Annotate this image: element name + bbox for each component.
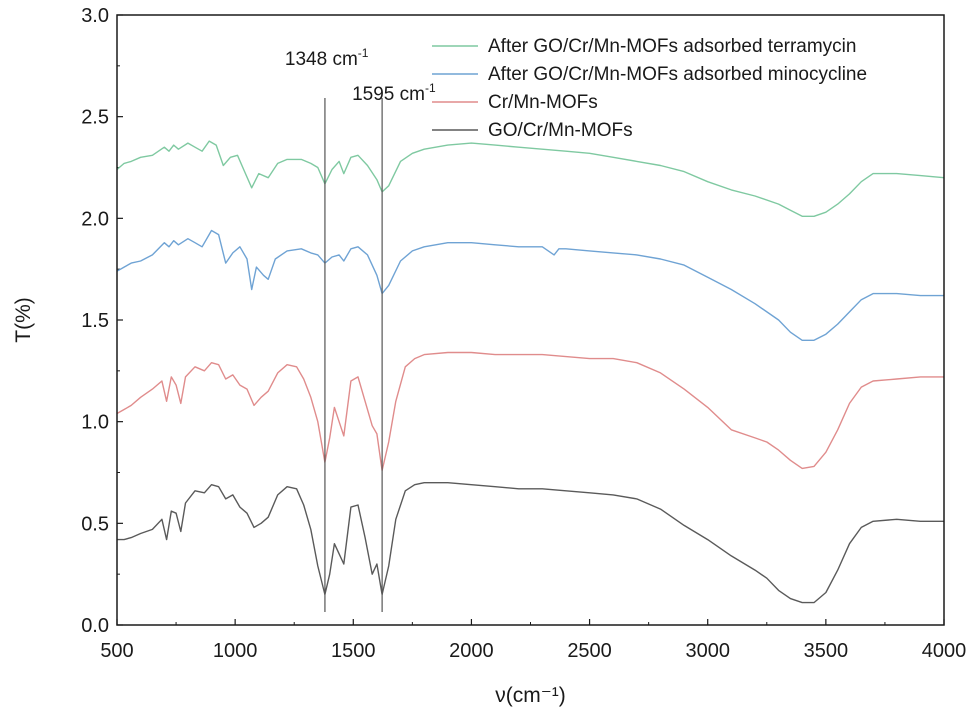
x-tick-label: 3500 [804, 640, 849, 662]
plot-frame [116, 14, 945, 626]
series-line-2 [116, 229, 944, 341]
legend-label: After GO/Cr/Mn-MOFs adsorbed terramycin [488, 36, 856, 57]
legend-label: After GO/Cr/Mn-MOFs adsorbed minocycline [488, 64, 867, 85]
legend-label: Cr/Mn-MOFs [488, 92, 598, 113]
x-tick-label: 1500 [331, 640, 376, 662]
x-tick-label: 3000 [685, 640, 730, 662]
peak-label-sup: -1 [425, 81, 436, 95]
series-line-1 [116, 140, 945, 217]
x-axis-title: ν(cm⁻¹) [495, 684, 566, 707]
y-axis-title: T(%) [12, 297, 35, 343]
legend: After GO/Cr/Mn-MOFs adsorbed terramycin A… [432, 36, 867, 141]
y-tick-label: 1.0 [81, 412, 109, 434]
x-tick-label: 1000 [213, 640, 258, 662]
peak-label-text: 1348 cm [285, 49, 358, 70]
series-line-4 [117, 482, 944, 604]
series-line-3 [116, 351, 944, 472]
x-tick-label: 500 [100, 640, 133, 662]
x-tick-label: 2500 [567, 640, 612, 662]
y-tick-label: 0.0 [81, 615, 109, 637]
x-tick-label: 2000 [449, 640, 494, 662]
spectra-series [116, 140, 945, 604]
peak-label-sup: -1 [358, 46, 369, 60]
y-tick-label: 3.0 [81, 5, 109, 27]
x-axis-ticks: 500 1000 1500 2000 2500 3000 3500 4000 [100, 619, 966, 662]
peak-label: 1595 cm-1 [352, 81, 436, 105]
y-tick-label: 1.5 [81, 310, 109, 332]
peak-label: 1348 cm-1 [285, 46, 369, 70]
y-tick-label: 0.5 [81, 513, 109, 535]
x-tick-label: 4000 [922, 640, 967, 662]
y-tick-label: 2.5 [81, 107, 109, 129]
y-tick-label: 2.0 [81, 208, 109, 230]
peak-label-text: 1595 cm [352, 84, 425, 105]
legend-label: GO/Cr/Mn-MOFs [488, 120, 633, 141]
